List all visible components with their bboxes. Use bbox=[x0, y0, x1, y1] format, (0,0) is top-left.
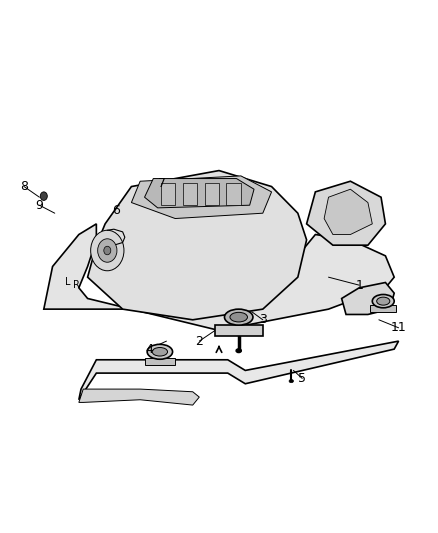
Text: 3: 3 bbox=[259, 313, 267, 326]
Ellipse shape bbox=[236, 349, 241, 353]
Text: 4: 4 bbox=[145, 343, 153, 356]
Ellipse shape bbox=[230, 312, 247, 322]
Ellipse shape bbox=[147, 344, 173, 359]
Polygon shape bbox=[145, 179, 254, 208]
Text: 1: 1 bbox=[355, 279, 363, 292]
Text: 2: 2 bbox=[195, 335, 203, 348]
Polygon shape bbox=[342, 282, 394, 314]
Bar bbox=[226, 183, 241, 205]
Text: R: R bbox=[73, 280, 80, 290]
Text: 7: 7 bbox=[158, 177, 166, 190]
Polygon shape bbox=[215, 325, 263, 336]
Polygon shape bbox=[92, 235, 153, 277]
Polygon shape bbox=[88, 171, 307, 320]
Polygon shape bbox=[131, 176, 272, 219]
Polygon shape bbox=[44, 224, 394, 330]
Bar bbox=[145, 358, 175, 365]
Circle shape bbox=[104, 246, 111, 255]
Bar bbox=[161, 183, 175, 205]
Circle shape bbox=[98, 239, 117, 262]
Text: 5: 5 bbox=[298, 372, 306, 385]
Polygon shape bbox=[324, 189, 372, 235]
Ellipse shape bbox=[152, 348, 167, 356]
Bar bbox=[183, 183, 197, 205]
Ellipse shape bbox=[289, 379, 293, 383]
Text: 9: 9 bbox=[35, 199, 43, 212]
Text: 8: 8 bbox=[20, 180, 28, 193]
Ellipse shape bbox=[372, 294, 394, 308]
Text: L: L bbox=[65, 278, 71, 287]
Ellipse shape bbox=[377, 297, 390, 305]
Circle shape bbox=[40, 192, 47, 200]
Bar bbox=[205, 183, 219, 205]
Ellipse shape bbox=[224, 309, 253, 325]
Bar bbox=[370, 305, 396, 312]
Polygon shape bbox=[79, 389, 199, 405]
Polygon shape bbox=[79, 341, 399, 400]
Polygon shape bbox=[307, 181, 385, 245]
Circle shape bbox=[91, 230, 124, 271]
Text: 11: 11 bbox=[391, 321, 406, 334]
Text: 6: 6 bbox=[112, 204, 120, 217]
